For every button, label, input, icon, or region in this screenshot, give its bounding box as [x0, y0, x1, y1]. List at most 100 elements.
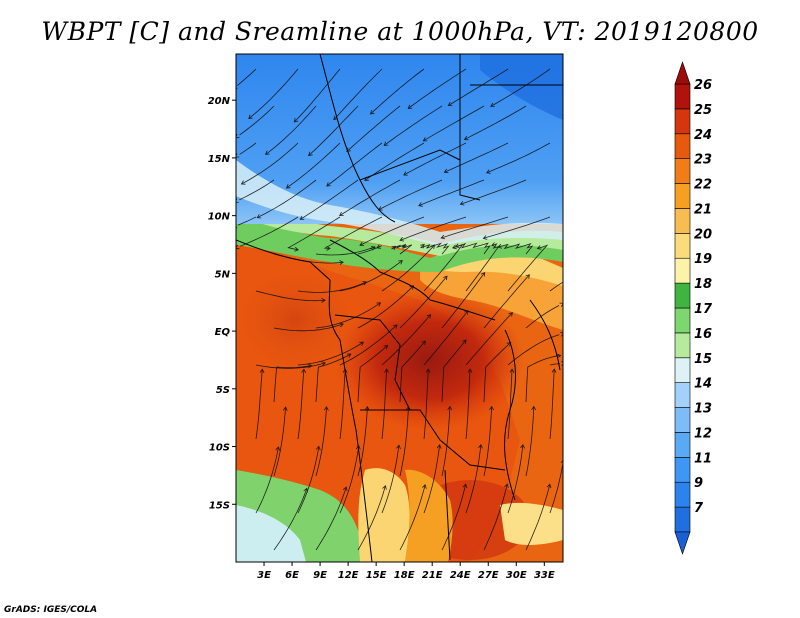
streamline-arrow — [454, 243, 460, 248]
colorbar-label: 26 — [694, 78, 712, 93]
streamline — [464, 105, 527, 140]
streamline-arrow — [520, 444, 525, 449]
streamline — [465, 243, 500, 292]
streamline — [483, 342, 511, 403]
streamline — [399, 406, 409, 477]
border-line — [359, 149, 461, 181]
lat-tick-label: 15S — [209, 500, 230, 511]
streamline — [378, 179, 443, 211]
streamline — [423, 444, 440, 514]
streamline — [346, 105, 401, 152]
streamline — [239, 216, 299, 247]
lon-tick-label: 27E — [478, 570, 499, 581]
streamline-arrow — [339, 322, 344, 328]
streamline-arrow — [384, 368, 389, 373]
streamline — [273, 365, 312, 403]
streamline-arrow — [546, 483, 552, 489]
streamline — [273, 488, 308, 551]
streamline — [297, 369, 305, 440]
streamline-arrow — [525, 274, 530, 279]
streamline-arrow — [480, 271, 486, 277]
streamline — [507, 444, 524, 514]
colorbar-swatch — [674, 332, 691, 359]
streamline — [465, 444, 482, 514]
streamline — [315, 486, 347, 551]
streamline — [381, 445, 400, 514]
streamline-arrow — [436, 444, 442, 449]
colorbar-label: 11 — [694, 451, 712, 466]
streamline — [339, 260, 403, 292]
streamline-arrow — [531, 405, 537, 411]
streamline — [299, 179, 359, 220]
wbpt-pale-edge — [236, 160, 563, 246]
wbpt-south-yellow — [358, 468, 410, 562]
streamline — [370, 68, 425, 115]
streamline-arrow — [489, 405, 494, 411]
colorbar-label: 12 — [694, 426, 712, 441]
streamline-arrow — [355, 445, 361, 450]
border-line — [529, 299, 561, 371]
border-line — [360, 409, 506, 471]
streamline-arrow — [393, 324, 398, 329]
colorbar-label: 7 — [694, 501, 704, 516]
lon-tick-label: 18E — [394, 570, 415, 581]
colorbar-swatch — [674, 432, 691, 458]
colorbar-label: 18 — [694, 277, 712, 292]
streamline — [357, 345, 388, 403]
streamline — [441, 216, 509, 239]
streamline-arrow — [240, 180, 246, 185]
colorbar-swatch — [674, 481, 691, 508]
colorbar-swatch — [674, 183, 691, 209]
streamline — [549, 363, 560, 366]
streamline — [255, 362, 326, 369]
colorbar-label: 13 — [694, 402, 712, 417]
streamline-arrow — [285, 184, 291, 189]
streamline — [407, 68, 467, 109]
streamline — [525, 355, 561, 403]
streamline-arrow — [382, 485, 387, 490]
wbpt-southwest-light — [236, 505, 306, 562]
streamline — [507, 244, 549, 292]
streamline-arrow — [396, 444, 401, 450]
streamline — [525, 484, 551, 551]
streamline-arrow — [383, 141, 389, 146]
streamline — [237, 216, 257, 226]
streamline-arrow — [491, 242, 496, 247]
streamline-arrow — [248, 114, 253, 120]
streamline — [357, 485, 386, 551]
streamline — [383, 105, 443, 146]
colorbar-swatch — [674, 357, 691, 383]
streamline-arrow — [440, 234, 446, 240]
streamlines-layer — [236, 68, 563, 551]
streamline-arrow — [303, 487, 308, 493]
streamline — [441, 272, 486, 329]
streamline — [444, 142, 509, 173]
streamline-arrow — [464, 309, 469, 315]
colorbar-label: 24 — [694, 128, 712, 143]
streamline — [364, 142, 425, 181]
streamline-arrow — [452, 244, 457, 250]
colorbar-label: 21 — [694, 202, 712, 217]
streamline-arrow — [536, 245, 542, 250]
streamline-arrow — [407, 104, 413, 109]
streamline — [239, 142, 257, 155]
wbpt-south-orange — [405, 469, 453, 562]
lat-tick-label: 5N — [215, 269, 231, 280]
colorbar-swatch — [674, 158, 691, 184]
streamline-arrow — [259, 368, 265, 374]
streamline — [297, 446, 320, 514]
wbpt-hot-core — [335, 290, 525, 430]
streamline-arrow — [559, 302, 563, 307]
colorbar-label: 23 — [694, 153, 712, 168]
streamline-arrow — [275, 446, 281, 451]
streamline-arrow — [425, 368, 431, 373]
streamline — [237, 68, 257, 86]
lat-tick-label: 15N — [208, 154, 231, 165]
streamline-arrow — [339, 260, 344, 265]
colorbar-swatch — [674, 133, 691, 159]
streamline-arrow — [562, 182, 563, 183]
streamline-arrow — [420, 243, 425, 249]
grads-credit: GrADS: IGES/COLA — [4, 605, 97, 615]
streamline-arrow — [399, 237, 405, 242]
streamline-arrow — [560, 331, 563, 337]
